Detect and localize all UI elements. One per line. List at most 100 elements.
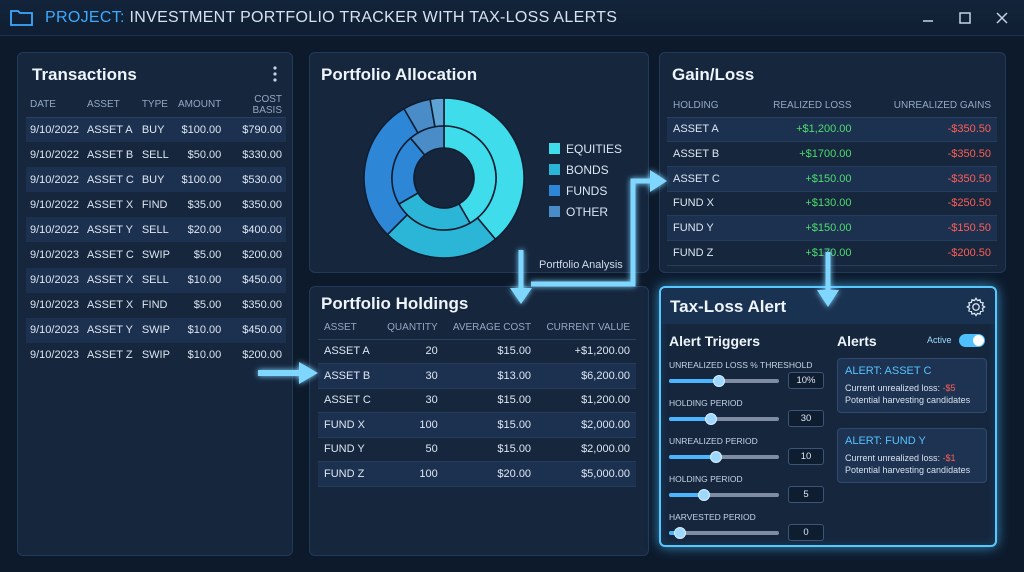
slider-thumb[interactable] [712, 375, 725, 387]
transaction-row[interactable]: 9/10/2023 ASSET C SWIP $5.00 $200.00 [26, 242, 286, 267]
table-cell: FIND [141, 198, 168, 211]
alert-loss-label: Current unrealized loss: [845, 383, 943, 393]
trigger-slider[interactable] [669, 375, 779, 387]
other-inner-segment[interactable] [409, 125, 445, 157]
alert-card[interactable]: ALERT: FUND Y Current unrealized loss: -$… [837, 428, 987, 483]
holding-row[interactable]: ASSET B 30 $13.00 $6,200.00 [318, 363, 636, 389]
close-icon [996, 12, 1008, 24]
table-cell: 9/10/2022 [30, 198, 79, 211]
transaction-row[interactable]: 9/10/2022 ASSET A BUY $100.00 $790.00 [26, 117, 286, 143]
trigger-slider[interactable] [669, 527, 779, 539]
trigger-slider[interactable] [669, 451, 779, 463]
table-cell: $790.00 [242, 123, 282, 136]
allocation-donut-chart [363, 97, 525, 259]
trigger-value-field[interactable]: 0 [788, 524, 824, 541]
gainloss-row[interactable]: FUND X +$130.00 -$250.50 [667, 191, 997, 217]
transactions-panel: Transactions DATE ASSET TYPE AMOUNT COST BAS… [17, 52, 293, 556]
gainloss-row[interactable]: ASSET A +$1,200.00 -$350.50 [667, 117, 997, 143]
table-cell: $330.00 [242, 148, 282, 161]
taxloss-title: Tax-Loss Alert [670, 297, 787, 316]
gainloss-row[interactable]: ASSET B +$1700.00 -$350.50 [667, 141, 997, 167]
holding-row[interactable]: ASSET A 20 $15.00 +$1,200.00 [318, 339, 636, 364]
transaction-row[interactable]: 9/10/2023 ASSET Y SWIP $10.00 $450.00 [26, 317, 286, 343]
table-cell: $10.00 [187, 324, 222, 337]
transaction-row[interactable]: 9/10/2022 ASSET B SELL $50.00 $330.00 [26, 142, 286, 167]
table-cell: $100.00 [181, 173, 222, 186]
alert-loss-line: Current unrealized loss: -$1 [845, 452, 979, 464]
active-toggle[interactable] [959, 334, 985, 347]
table-cell: $200.00 [242, 249, 282, 262]
column-header: COST BASIS [225, 93, 286, 118]
alert-card[interactable]: ALERT: ASSET C Current unrealized loss: -… [837, 358, 987, 413]
table-cell: 9/10/2023 [30, 349, 79, 362]
table-cell: 20 [378, 339, 444, 364]
holding-row[interactable]: FUND X 100 $15.00 $2,000.00 [318, 412, 636, 438]
kebab-menu-icon[interactable] [272, 66, 278, 82]
transaction-row[interactable]: 9/10/2023 ASSET Z SWIP $10.00 $200.00 [26, 343, 286, 368]
alert-title: ALERT: ASSET C [845, 365, 932, 377]
column-header: AVERAGE COST [443, 317, 538, 340]
alert-note: Potential harvesting candidates [845, 465, 971, 475]
trigger-label: HARVESTED PERIOD [669, 512, 756, 522]
gear-icon[interactable] [965, 296, 987, 318]
transaction-row[interactable]: 9/10/2022 ASSET X FIND $35.00 $350.00 [26, 192, 286, 217]
active-label: Active [927, 335, 952, 345]
table-cell: 9/10/2022 [30, 148, 79, 161]
transactions-table: DATE ASSET TYPE AMOUNT COST BASIS 9/10/2022 A… [26, 93, 286, 368]
transaction-row[interactable]: 9/10/2022 ASSET Y SELL $20.00 $400.00 [26, 217, 286, 243]
slider-thumb[interactable] [698, 489, 711, 501]
table-cell: $6,200.00 [537, 363, 636, 389]
minimize-icon [923, 20, 933, 22]
trigger-slider[interactable] [669, 489, 779, 501]
trigger-slider[interactable] [669, 413, 779, 425]
transaction-row[interactable]: 9/10/2023 ASSET X FIND $5.00 $350.00 [26, 293, 286, 318]
alert-loss-value: -$1 [942, 453, 956, 463]
table-cell: ASSET A [86, 123, 133, 136]
table-cell: $35.00 [187, 198, 222, 211]
column-header: HOLDING [667, 95, 743, 118]
table-cell: $20.00 [187, 223, 222, 236]
legend-label: FUNDS [566, 183, 608, 198]
column-header: AMOUNT [173, 93, 226, 118]
table-cell: ASSET A [667, 117, 743, 143]
trigger-value-field[interactable]: 5 [788, 486, 824, 503]
minimize-button[interactable] [918, 8, 938, 28]
close-button[interactable] [992, 8, 1012, 28]
gainloss-row[interactable]: ASSET C +$150.00 -$350.50 [667, 166, 997, 192]
table-cell: $450.00 [242, 274, 282, 287]
gainloss-row[interactable]: FUND Y +$150.00 -$150.50 [667, 215, 997, 241]
table-cell: $200.00 [242, 349, 282, 362]
holding-row[interactable]: FUND Y 50 $15.00 $2,000.00 [318, 437, 636, 462]
table-cell: $10.00 [187, 274, 222, 287]
slider-thumb[interactable] [674, 527, 686, 539]
holding-row[interactable]: ASSET C 30 $15.00 $1,200.00 [318, 388, 636, 413]
table-cell: ASSET A [318, 339, 379, 364]
folder-icon [10, 10, 33, 26]
table-cell: FUND X [318, 412, 379, 438]
table-cell: SELL [141, 148, 169, 161]
table-cell: $100.00 [181, 123, 222, 136]
gainloss-row[interactable]: FUND Z +$170.00 -$200.50 [667, 240, 997, 266]
table-cell: ASSET X [86, 198, 134, 211]
maximize-button[interactable] [955, 8, 975, 28]
trigger-value-field[interactable]: 30 [788, 410, 824, 427]
trigger-value-field[interactable]: 10 [788, 448, 824, 465]
holdings-panel: Portfolio Holdings ASSET QUANTITY AVERAGE … [309, 286, 649, 556]
column-header: ASSET [318, 317, 379, 340]
legend-label: OTHER [566, 204, 608, 219]
allocation-panel: Portfolio Allocation EQUITIES BONDS FUNDS O… [309, 52, 649, 273]
equities-inner-segment[interactable] [443, 125, 497, 225]
table-cell: -$200.50 [857, 240, 997, 266]
slider-thumb[interactable] [704, 413, 717, 425]
trigger-value-field[interactable]: 10% [788, 372, 824, 389]
portfolio-analysis-label: Portfolio Analysis [539, 259, 623, 271]
title-bar: PROJECT: INVESTMENT PORTFOLIO TRACKER WI… [0, 0, 1024, 36]
table-cell: +$170.00 [742, 240, 858, 266]
transactions-title: Transactions [32, 65, 137, 84]
transaction-row[interactable]: 9/10/2022 ASSET C BUY $100.00 $530.00 [26, 167, 286, 193]
slider-thumb[interactable] [710, 451, 723, 463]
transaction-row[interactable]: 9/10/2023 ASSET X SELL $10.00 $450.00 [26, 267, 286, 293]
table-cell: 100 [378, 412, 444, 438]
holding-row[interactable]: FUND Z 100 $20.00 $5,000.00 [318, 461, 636, 487]
table-cell: $2,000.00 [537, 412, 636, 438]
